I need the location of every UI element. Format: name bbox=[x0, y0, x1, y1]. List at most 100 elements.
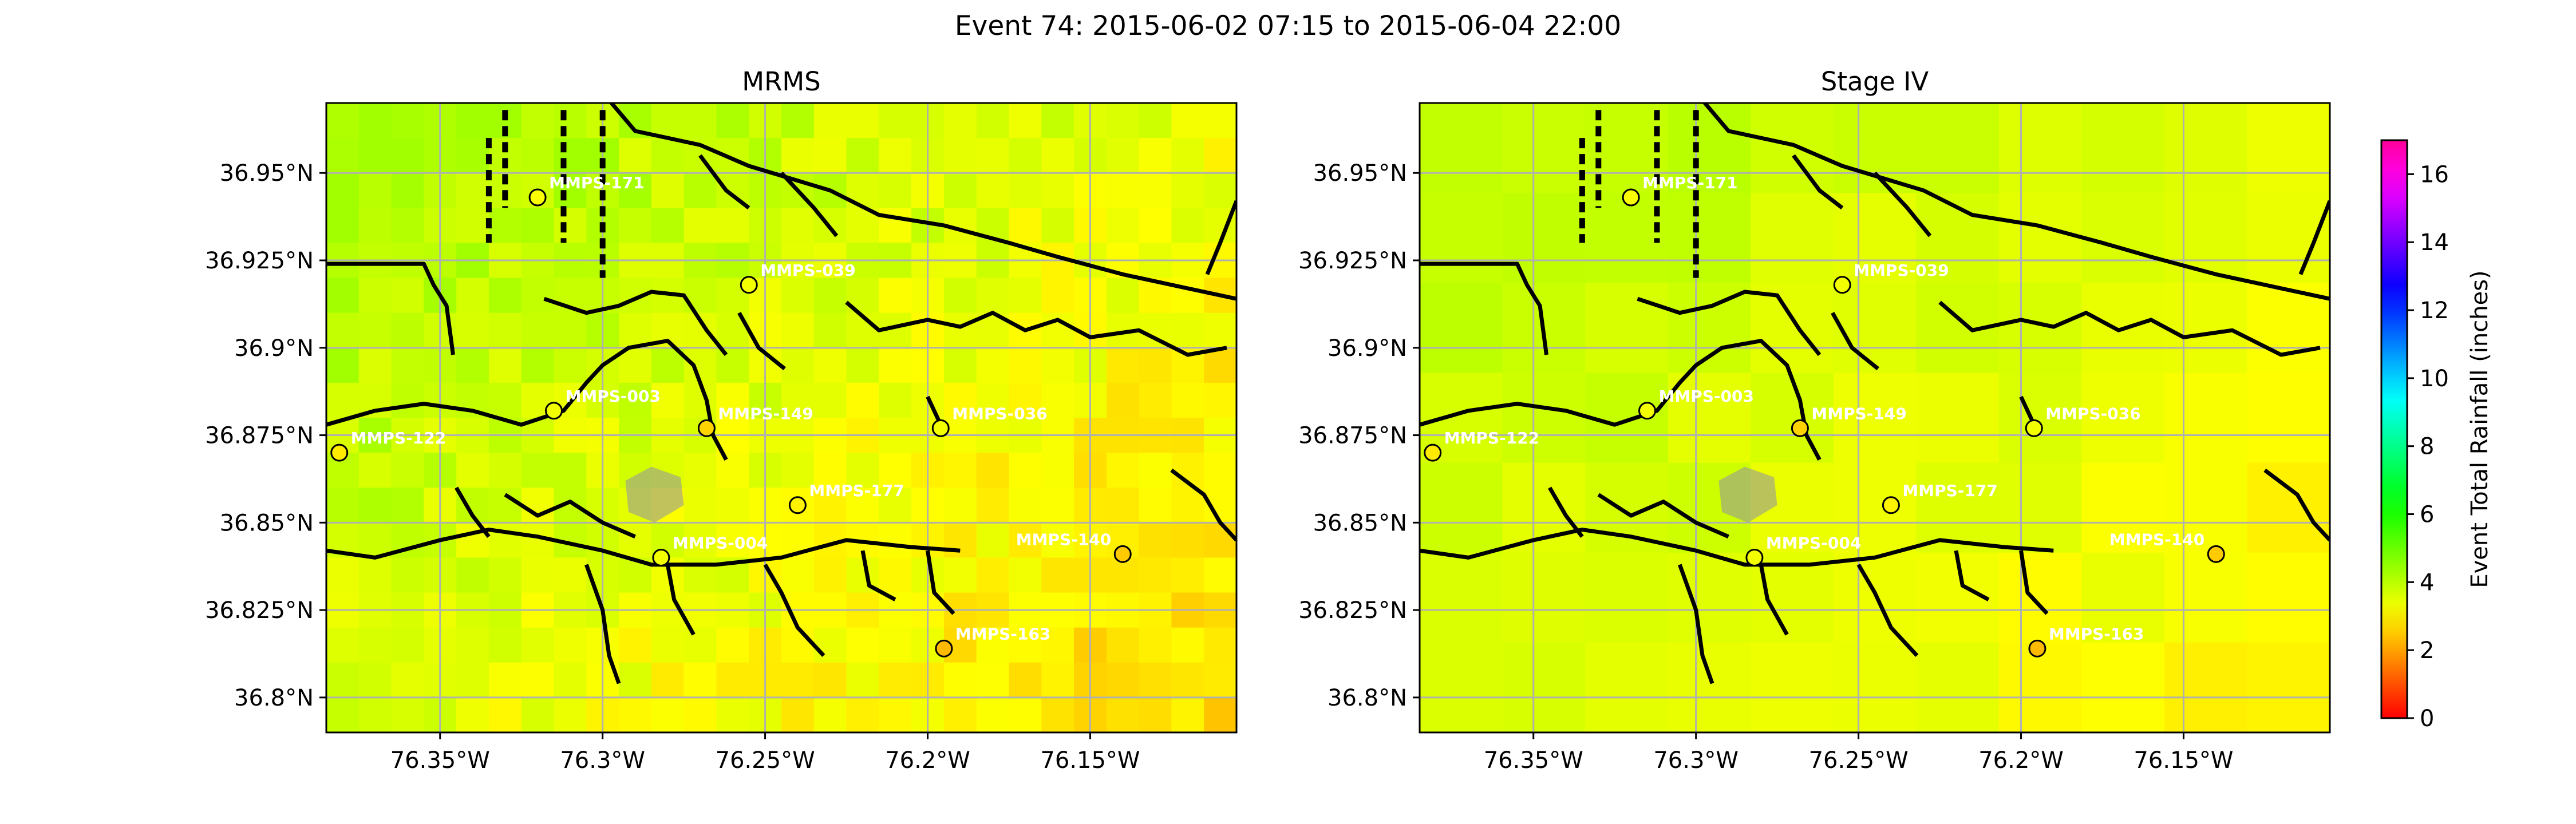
heatmap-cell bbox=[1139, 522, 1172, 558]
heatmap-cell bbox=[846, 138, 879, 173]
heatmap-cell bbox=[456, 557, 489, 593]
y-tick-label: 36.925°N bbox=[205, 248, 314, 274]
heatmap-cell bbox=[456, 278, 489, 314]
heatmap-cell bbox=[1041, 627, 1074, 663]
heatmap-cell bbox=[456, 103, 489, 138]
heatmap-cell bbox=[554, 662, 587, 698]
heatmap-cell bbox=[976, 347, 1010, 383]
heatmap-cell bbox=[879, 627, 912, 663]
heatmap-cell bbox=[1585, 462, 1669, 553]
heatmap-cell bbox=[1009, 347, 1042, 383]
heatmap-cell bbox=[1204, 662, 1236, 698]
heatmap-cell bbox=[943, 173, 977, 208]
heatmap-cell bbox=[683, 103, 717, 138]
heatmap-cell bbox=[1916, 373, 2000, 464]
gauge-label: MMPS-171 bbox=[1642, 173, 1737, 192]
heatmap-cell bbox=[358, 138, 392, 173]
coastline-segment bbox=[1637, 290, 1822, 356]
coastline-segment bbox=[737, 311, 786, 371]
coastline-segment bbox=[326, 528, 961, 567]
heatmap-cell bbox=[456, 173, 489, 208]
heatmap-cell bbox=[813, 488, 847, 523]
heatmap-cell bbox=[1009, 557, 1042, 593]
gauge-point bbox=[545, 402, 563, 420]
heatmap-cell bbox=[879, 347, 912, 383]
gauge-markers: MMPS-171 MMPS-039 MMPS-003 MMPS-149 MMPS-036… bbox=[330, 173, 1132, 657]
heatmap-cell bbox=[456, 138, 489, 173]
heatmap-cell bbox=[943, 488, 977, 523]
coastline-segment bbox=[609, 103, 1236, 301]
coastline-segment bbox=[455, 486, 491, 538]
heatmap-cell bbox=[1204, 697, 1236, 732]
heatmap-cell bbox=[554, 138, 587, 173]
heatmap-cell bbox=[326, 488, 359, 523]
heatmap-cell bbox=[1668, 193, 1751, 283]
heatmap-cell bbox=[619, 697, 652, 732]
heatmap-cell bbox=[488, 208, 522, 244]
heatmap-cell bbox=[1041, 697, 1074, 732]
colorbar-label: Event Total Rainfall (inches) bbox=[2467, 270, 2493, 588]
heatmap-cell bbox=[1009, 522, 1042, 558]
coastline-segment bbox=[665, 564, 696, 636]
heatmap-cell bbox=[1668, 642, 1751, 732]
heatmap-cell bbox=[683, 208, 717, 244]
coastline-segment bbox=[584, 564, 621, 684]
heatmap-cell bbox=[554, 627, 587, 663]
gauge-label: MMPS-163 bbox=[2049, 624, 2144, 643]
heatmap-cell bbox=[456, 627, 489, 663]
heatmap-cell bbox=[456, 347, 489, 383]
heatmap-cell bbox=[488, 557, 522, 593]
heatmap-cell bbox=[2164, 193, 2248, 283]
coastline-segment bbox=[1702, 103, 2330, 301]
heatmap-cell bbox=[1668, 103, 1751, 193]
heatmap-cell bbox=[1106, 173, 1140, 208]
heatmap-cell bbox=[358, 312, 392, 348]
heatmap-cell bbox=[326, 347, 359, 383]
heatmap-cell bbox=[1041, 522, 1074, 558]
heatmap-cell bbox=[879, 453, 912, 488]
heatmap-cell bbox=[683, 522, 717, 558]
coastline-segment bbox=[845, 300, 1227, 357]
heatmap-cell bbox=[2164, 552, 2248, 643]
heatmap-cell bbox=[781, 453, 815, 488]
heatmap-cell bbox=[1009, 488, 1042, 523]
heatmap-cell bbox=[1751, 193, 1834, 283]
coastline-segment bbox=[504, 493, 636, 539]
heatmap-cell bbox=[2081, 373, 2165, 464]
heatmap-cell bbox=[619, 382, 652, 418]
heatmap-cell bbox=[1106, 557, 1140, 593]
colorbar-tick-label: 12 bbox=[2420, 298, 2449, 324]
colorbar-tick-label: 8 bbox=[2420, 434, 2434, 460]
gauge-point bbox=[1622, 188, 1640, 207]
heatmap-cell bbox=[879, 278, 912, 314]
gauge-label: MMPS-171 bbox=[549, 173, 644, 192]
heatmap-cell bbox=[521, 278, 555, 314]
coastline-segment bbox=[1856, 563, 1919, 657]
heatmap-cell bbox=[554, 103, 587, 138]
heatmap-cell bbox=[521, 662, 555, 698]
heatmap-cell bbox=[456, 697, 489, 732]
heatmap-cell bbox=[716, 662, 749, 698]
heatmap-cell bbox=[1916, 462, 2000, 553]
heatmap-cell bbox=[456, 453, 489, 488]
heatmap-cell bbox=[651, 208, 685, 244]
heatmap-cell bbox=[976, 173, 1010, 208]
heatmap-cell bbox=[358, 627, 392, 663]
x-tick-label: 76.3°W bbox=[1653, 747, 1739, 774]
heatmap-cell bbox=[391, 557, 424, 593]
heatmap-cell bbox=[781, 627, 815, 663]
heatmap-cell bbox=[391, 173, 424, 208]
heatmap-cell bbox=[456, 312, 489, 348]
heatmap-cell bbox=[1106, 347, 1140, 383]
heatmap-cell bbox=[943, 347, 977, 383]
heatmap-cell bbox=[326, 173, 359, 208]
heatmap-cell bbox=[1041, 382, 1074, 418]
heatmap-cell bbox=[358, 278, 392, 314]
coastline-segment bbox=[1170, 468, 1236, 542]
heatmap-cell bbox=[1171, 627, 1204, 663]
heatmap-cell bbox=[2164, 283, 2248, 374]
gauge-label: MMPS-122 bbox=[1444, 429, 1539, 447]
heatmap-cell bbox=[1139, 697, 1172, 732]
heatmap-cell bbox=[488, 522, 522, 558]
heatmap-cell bbox=[1171, 522, 1204, 558]
